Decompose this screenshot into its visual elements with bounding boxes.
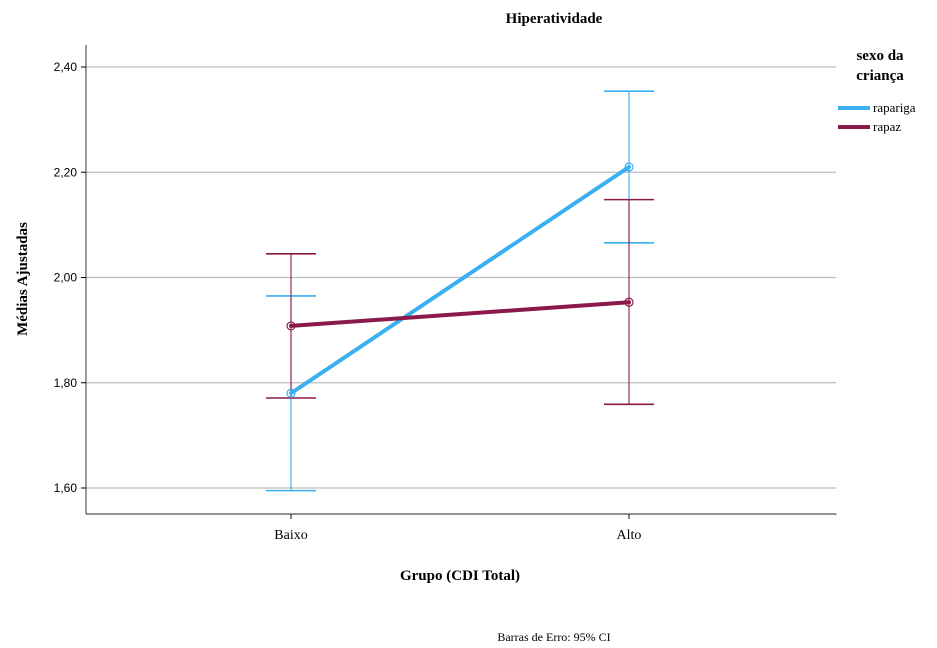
data-point-rapariga bbox=[286, 388, 296, 398]
x-axis-label: Grupo (CDI Total) bbox=[400, 568, 520, 584]
data-point-rapariga bbox=[624, 162, 634, 172]
y-tick-label: 1,60 bbox=[54, 481, 78, 495]
series-lines bbox=[289, 164, 631, 396]
legend-label-rapariga: rapariga bbox=[873, 100, 916, 115]
legend: sexo da criança rapariga rapaz bbox=[838, 48, 916, 134]
error-bars bbox=[266, 90, 654, 492]
legend-title: sexo da criança bbox=[856, 48, 904, 84]
axes bbox=[85, 45, 837, 515]
x-tick-label: Alto bbox=[617, 528, 642, 543]
legend-label-rapaz: rapaz bbox=[873, 119, 901, 134]
series-line-rapaz bbox=[289, 300, 631, 328]
y-tick-label: 1,80 bbox=[54, 376, 78, 390]
footnote: Barras de Erro: 95% CI bbox=[497, 630, 610, 644]
x-ticks: Baixo Alto bbox=[274, 514, 641, 543]
y-axis-label: Médias Ajustadas bbox=[15, 222, 31, 336]
x-tick-label: Baixo bbox=[274, 528, 307, 543]
data-points bbox=[286, 162, 634, 398]
y-tick-label: 2,40 bbox=[54, 60, 78, 74]
y-tick-label: 2,20 bbox=[54, 165, 78, 179]
data-point-rapaz bbox=[286, 321, 296, 331]
y-tick-label: 2,00 bbox=[54, 271, 78, 285]
data-point-rapaz bbox=[624, 297, 634, 307]
chart-title: Hiperatividade bbox=[506, 11, 603, 27]
series-line-rapariga bbox=[289, 164, 631, 396]
y-ticks: 1,60 1,80 2,00 2,20 2,40 bbox=[54, 60, 86, 495]
